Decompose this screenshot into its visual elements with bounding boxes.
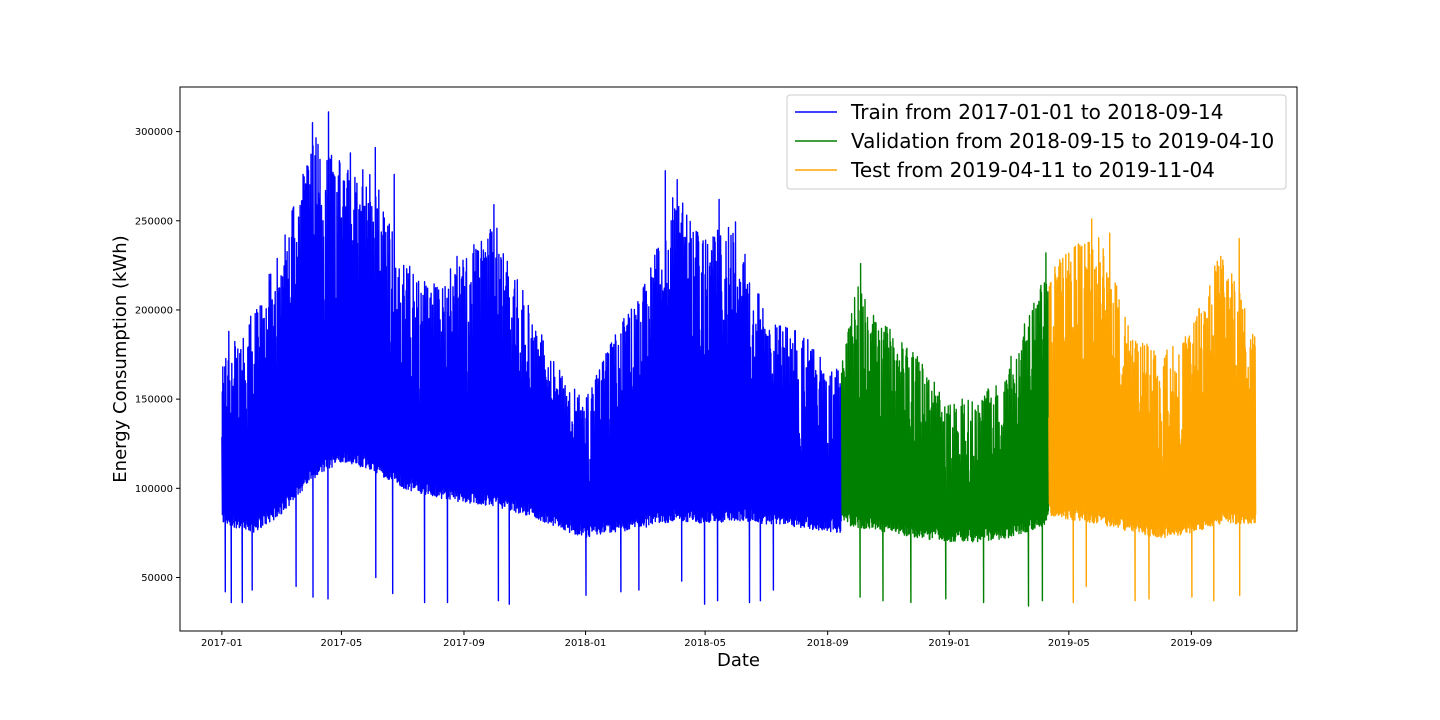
plot-frame [179, 86, 1298, 632]
legend-label-2: Validation from 2018-09-15 to 2019-04-10 [851, 129, 1274, 153]
y-tick-label: 200000 [135, 305, 173, 316]
legend-label-3: Test from 2019-04-11 to 2019-11-04 [850, 158, 1215, 182]
series-layer [221, 111, 1257, 607]
legend-label-1: Train from 2017-01-01 to 2018-09-14 [850, 100, 1224, 124]
x-axis-label: Date [717, 650, 760, 671]
legend-box [786, 94, 1287, 190]
y-tick-label: 100000 [135, 484, 173, 495]
y-tick-label: 250000 [135, 216, 173, 227]
y-tick-label: 150000 [135, 395, 173, 406]
y-axis: 50000 100000 150000 200000 250000 300000 [135, 127, 180, 584]
x-tick-label: 2018-09 [807, 638, 849, 649]
x-tick-label: 2017-05 [321, 638, 363, 649]
series-line-1 [221, 111, 842, 605]
y-axis-label: Energy Consumption (kWh) [110, 235, 131, 482]
legend: Train from 2017-01-01 to 2018-09-14 Valid… [786, 94, 1287, 190]
x-tick-label: 2017-01 [201, 638, 243, 649]
series-line-2 [840, 252, 1050, 607]
series-line-3 [1048, 218, 1257, 604]
x-tick-label: 2018-05 [684, 638, 726, 649]
y-tick-label: 50000 [141, 573, 173, 584]
y-tick-label: 300000 [135, 127, 173, 138]
x-tick-label: 2017-09 [443, 638, 485, 649]
plot-area [179, 86, 1298, 632]
x-tick-label: 2019-09 [1170, 638, 1212, 649]
x-tick-label: 2018-01 [565, 638, 607, 649]
x-tick-label: 2019-05 [1048, 638, 1090, 649]
x-tick-label: 2019-01 [928, 638, 970, 649]
x-axis: 2017-01 2017-05 2017-09 2018-01 2018-05 2018-… [201, 631, 1212, 649]
